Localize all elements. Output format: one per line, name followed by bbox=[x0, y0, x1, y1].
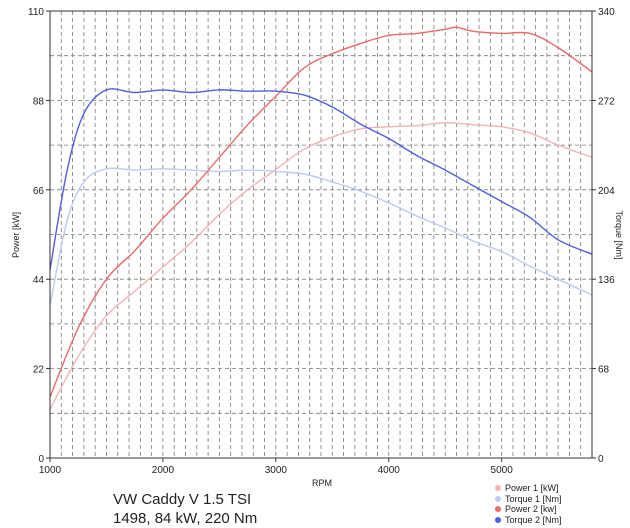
caption-specs: 1498, 84 kW, 220 Nm bbox=[113, 510, 258, 527]
y-right-tick-label: 136 bbox=[598, 275, 615, 286]
axes: 1000 2000 3000 4000 5000 0 22 44 66 88 110 0 68 136 20… bbox=[28, 7, 615, 476]
y-left-tick-label: 110 bbox=[28, 7, 44, 18]
x-tick-label: 5000 bbox=[491, 465, 514, 476]
legend-swatch-icon bbox=[495, 506, 501, 513]
legend-swatch-icon bbox=[495, 485, 501, 492]
series-line-torque-1-nm bbox=[49, 167, 593, 306]
x-tick-label: 1000 bbox=[39, 465, 62, 476]
y-axis-left-title: Power [kW] bbox=[11, 212, 21, 258]
y-axis-right-title: Torque [Nm] bbox=[614, 210, 624, 259]
legend-label: Power 1 [kW] bbox=[505, 483, 559, 493]
x-axis-title: RPM bbox=[312, 478, 332, 488]
y-left-tick-label: 88 bbox=[33, 96, 45, 107]
legend-item: Torque 2 [Nm] bbox=[495, 515, 562, 526]
x-tick-label: 3000 bbox=[265, 465, 288, 476]
caption-title: VW Caddy V 1.5 TSI bbox=[113, 491, 252, 508]
series-line-power-1-kw bbox=[49, 122, 593, 410]
x-tick-label: 4000 bbox=[378, 465, 401, 476]
y-left-tick-label: 22 bbox=[33, 365, 45, 376]
y-left-tick-label: 66 bbox=[33, 186, 45, 197]
legend-item: Torque 1 [Nm] bbox=[495, 494, 562, 505]
legend-label: Torque 1 [Nm] bbox=[505, 493, 562, 504]
y-right-tick-label: 272 bbox=[598, 96, 615, 107]
legend-item: Power 1 [kW] bbox=[495, 483, 562, 494]
legend-swatch-icon bbox=[495, 516, 501, 523]
series-line-torque-2-nm bbox=[49, 88, 593, 271]
x-tick-label: 2000 bbox=[152, 465, 175, 476]
y-right-tick-label: 68 bbox=[598, 365, 610, 376]
y-right-tick-label: 340 bbox=[598, 7, 615, 18]
legend-label: Torque 2 [Nm] bbox=[505, 514, 562, 525]
series-layer bbox=[49, 26, 593, 410]
legend-label: Power 2 [kw] bbox=[505, 504, 557, 514]
legend: Power 1 [kW] Torque 1 [Nm] Power 2 [kw] Tor… bbox=[495, 483, 562, 525]
plot-frame bbox=[49, 10, 593, 459]
grid bbox=[50, 11, 592, 458]
y-left-tick-label: 44 bbox=[33, 275, 45, 286]
series-line-power-2-kw bbox=[49, 26, 593, 398]
y-right-tick-label: 204 bbox=[598, 186, 615, 197]
legend-item: Power 2 [kw] bbox=[495, 504, 562, 515]
y-right-tick-label: 0 bbox=[598, 454, 604, 465]
legend-swatch-icon bbox=[495, 495, 501, 502]
y-left-tick-label: 0 bbox=[38, 454, 44, 465]
